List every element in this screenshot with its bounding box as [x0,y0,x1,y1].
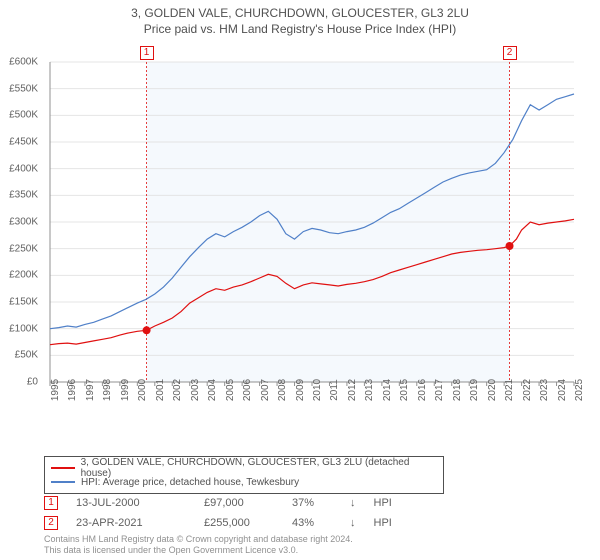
footer-attribution: Contains HM Land Registry data © Crown c… [44,534,353,557]
legend-label: HPI: Average price, detached house, Tewk… [81,477,299,488]
y-axis-label: £100K [0,323,38,334]
chart-legend: 3, GOLDEN VALE, CHURCHDOWN, GLOUCESTER, … [44,456,444,494]
sale-marker-2-top: 2 [503,46,517,60]
x-axis-label: 2019 [469,379,480,401]
x-axis-label: 2000 [137,379,148,401]
x-axis-label: 2008 [277,379,288,401]
y-axis-label: £250K [0,243,38,254]
sale-ref: HPI [374,517,392,529]
chart-subtitle: Price paid vs. HM Land Registry's House … [0,22,600,36]
x-axis-label: 2021 [504,379,515,401]
sale-price: £255,000 [204,517,274,529]
x-axis-label: 2011 [329,379,340,401]
down-arrow-icon: ↓ [350,497,356,509]
y-axis-label: £550K [0,83,38,94]
y-axis-label: £150K [0,297,38,308]
sale-pct: 37% [292,497,332,509]
x-axis-label: 2009 [295,379,306,401]
x-axis-label: 2001 [155,379,166,401]
x-axis-label: 2020 [487,379,498,401]
sale-date: 13-JUL-2000 [76,497,186,509]
y-axis-label: £600K [0,57,38,68]
sale-marker-1-top: 1 [140,46,154,60]
x-axis-label: 2006 [242,379,253,401]
x-axis-label: 2016 [417,379,428,401]
price-chart: £0£50K£100K£150K£200K£250K£300K£350K£400… [44,48,580,418]
x-axis-label: 2010 [312,379,323,401]
sale-row-1: 1 13-JUL-2000 £97,000 37% ↓ HPI [44,496,584,510]
x-axis-label: 2024 [557,379,568,401]
sale-date: 23-APR-2021 [76,517,186,529]
x-axis-label: 2014 [382,379,393,401]
x-axis-label: 2003 [190,379,201,401]
x-axis-label: 2018 [452,379,463,401]
y-axis-label: £300K [0,217,38,228]
x-axis-label: 2005 [225,379,236,401]
x-axis-label: 1996 [67,379,78,401]
x-axis-label: 1999 [120,379,131,401]
x-axis-label: 1995 [50,379,61,401]
y-axis-label: £50K [0,350,38,361]
legend-item-property: 3, GOLDEN VALE, CHURCHDOWN, GLOUCESTER, … [51,461,437,475]
y-axis-label: £350K [0,190,38,201]
y-axis-label: £450K [0,137,38,148]
sale-row-2: 2 23-APR-2021 £255,000 43% ↓ HPI [44,516,584,530]
address-title: 3, GOLDEN VALE, CHURCHDOWN, GLOUCESTER, … [0,6,600,20]
x-axis-label: 2023 [539,379,550,401]
sale-marker-1: 1 [44,496,58,510]
footer-line-2: This data is licensed under the Open Gov… [44,545,353,556]
x-axis-label: 2017 [434,379,445,401]
sale-marker-2: 2 [44,516,58,530]
legend-swatch [51,481,75,483]
x-axis-label: 2002 [172,379,183,401]
x-axis-label: 2015 [399,379,410,401]
y-axis-label: £0 [0,377,38,388]
x-axis-label: 2007 [260,379,271,401]
x-axis-label: 1998 [102,379,113,401]
sale-ref: HPI [374,497,392,509]
x-axis-label: 2013 [364,379,375,401]
x-axis-label: 2022 [522,379,533,401]
x-axis-label: 1997 [85,379,96,401]
y-axis-label: £400K [0,163,38,174]
y-axis-label: £500K [0,110,38,121]
x-axis-label: 2025 [574,379,585,401]
footer-line-1: Contains HM Land Registry data © Crown c… [44,534,353,545]
sale-pct: 43% [292,517,332,529]
x-axis-label: 2004 [207,379,218,401]
x-axis-label: 2012 [347,379,358,401]
y-axis-label: £200K [0,270,38,281]
legend-swatch [51,467,75,469]
sale-price: £97,000 [204,497,274,509]
down-arrow-icon: ↓ [350,517,356,529]
